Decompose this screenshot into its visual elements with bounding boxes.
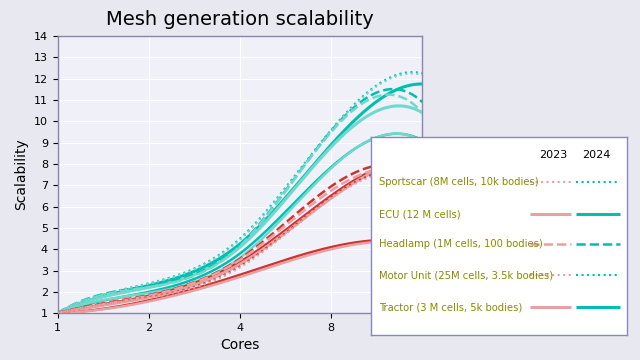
Text: Sportscar (8M cells, 10k bodies): Sportscar (8M cells, 10k bodies) <box>379 177 538 187</box>
Y-axis label: Scalability: Scalability <box>14 139 28 211</box>
Text: 2023: 2023 <box>539 150 567 159</box>
X-axis label: Cores: Cores <box>220 338 260 352</box>
Title: Mesh generation scalability: Mesh generation scalability <box>106 10 374 29</box>
Text: Motor Unit (25M cells, 3.5k bodies): Motor Unit (25M cells, 3.5k bodies) <box>379 270 553 280</box>
Text: Headlamp (1M cells, 100 bodies): Headlamp (1M cells, 100 bodies) <box>379 239 543 249</box>
Text: Tractor (3 M cells, 5k bodies): Tractor (3 M cells, 5k bodies) <box>379 302 522 312</box>
Text: ECU (12 M cells): ECU (12 M cells) <box>379 209 461 219</box>
Text: 2024: 2024 <box>582 150 611 159</box>
